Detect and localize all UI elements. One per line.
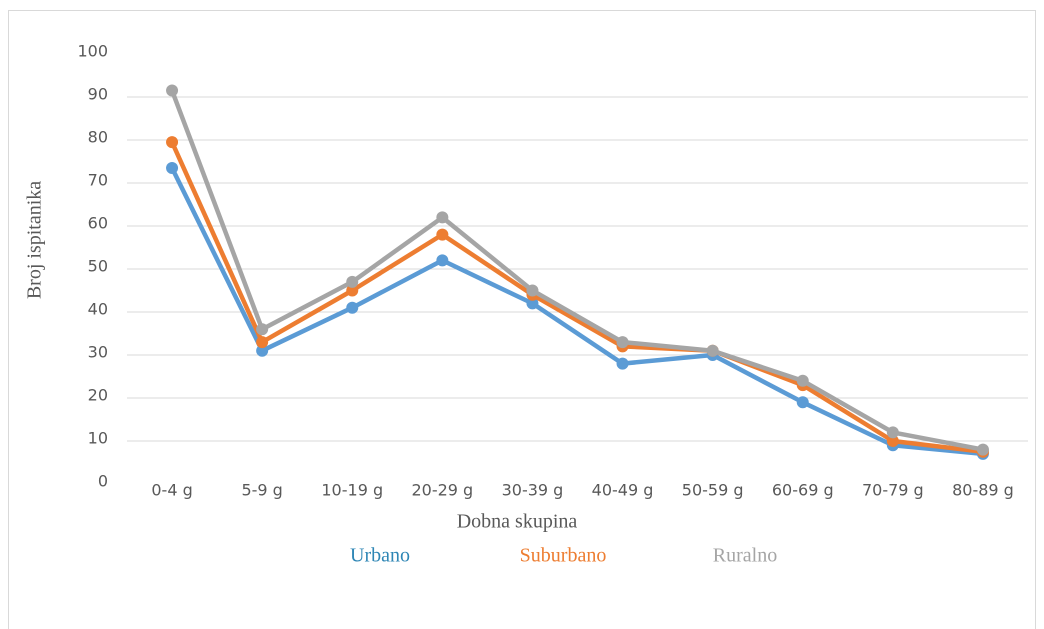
y-tick-label: 50: [88, 257, 108, 276]
y-tick-label: 40: [88, 300, 108, 319]
data-point: [796, 374, 809, 387]
legend-label: Suburbano: [520, 545, 607, 567]
data-point: [526, 297, 539, 310]
y-tick-label: 100: [77, 42, 108, 61]
y-tick-label: 0: [98, 472, 108, 491]
data-point: [346, 301, 359, 314]
data-point: [346, 275, 359, 288]
legend-label: Ruralno: [713, 545, 777, 567]
data-point: [796, 396, 809, 409]
y-tick-label: 90: [88, 85, 108, 104]
y-tick-label: 60: [88, 214, 108, 233]
chart-border: [8, 10, 1036, 629]
series-line: [169, 141, 984, 454]
x-tick-label: 5-9 g: [241, 481, 282, 500]
y-tick-label: 10: [88, 429, 108, 448]
data-point: [436, 211, 449, 224]
data-point: [886, 435, 899, 447]
data-point: [256, 344, 269, 357]
data-point: [436, 254, 449, 267]
x-axis-title: Dobna skupina: [457, 511, 578, 533]
data-point: [886, 426, 899, 439]
series-line: [170, 166, 984, 457]
data-point: [346, 284, 359, 297]
y-axis-title: Broj ispitanika: [24, 181, 46, 299]
legend-label: Urbano: [350, 545, 410, 567]
y-tick-label: 20: [88, 386, 108, 405]
data-point: [256, 336, 269, 349]
x-tick-label: 10-19 g: [321, 481, 383, 500]
data-point: [166, 161, 179, 174]
data-point: [166, 136, 179, 149]
data-point: [616, 336, 629, 349]
x-tick-label: 50-59 g: [682, 481, 744, 500]
y-tick-label: 80: [88, 128, 108, 147]
data-point: [526, 284, 539, 297]
data-point: [976, 443, 989, 456]
data-point: [166, 84, 179, 97]
x-tick-label: 40-49 g: [592, 481, 654, 500]
y-tick-label: 70: [88, 171, 108, 190]
data-point: [616, 357, 629, 370]
x-tick-label: 80-89 g: [952, 481, 1014, 500]
x-tick-label: 70-79 g: [862, 481, 924, 500]
x-tick-label: 0-4 g: [151, 481, 192, 500]
x-tick-label: 30-39 g: [502, 481, 564, 500]
x-tick-label: 60-69 g: [772, 481, 834, 500]
x-tick-label: 20-29 g: [411, 481, 473, 500]
data-point: [256, 323, 269, 336]
data-point: [436, 228, 449, 241]
series-line: [169, 89, 984, 452]
y-tick-label: 30: [88, 343, 108, 362]
data-point: [706, 344, 719, 357]
